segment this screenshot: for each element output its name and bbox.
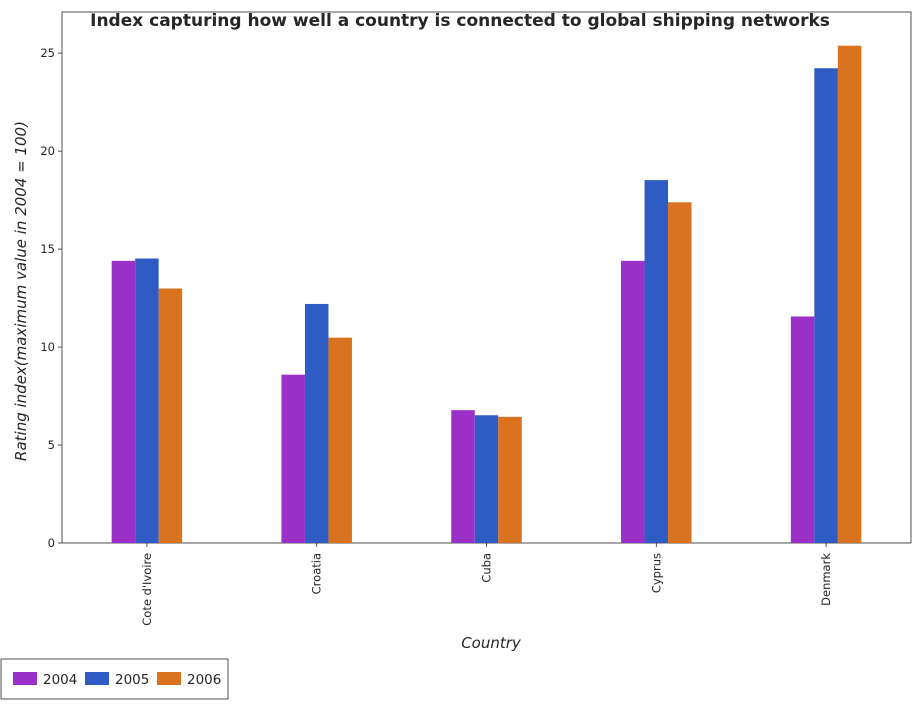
legend-label: 2006 [187, 672, 221, 688]
plot-area: 0 5 10 15 20 25 Cote d'Ivoire Croatia Cuba Cyprus… [40, 11, 912, 626]
y-tick-label: 10 [40, 340, 55, 354]
x-tick-label: Cuba [480, 553, 494, 583]
x-tick-label: Cyprus [649, 553, 663, 593]
bar-2006 [158, 288, 183, 543]
bar-2004 [111, 260, 136, 543]
bar-2005 [644, 180, 669, 543]
x-tick-label: Cote d'Ivoire [140, 553, 154, 626]
bar-2006 [668, 202, 692, 543]
legend-swatch [85, 672, 109, 685]
bar-2005 [304, 303, 329, 543]
y-tick-label: 0 [48, 536, 55, 550]
y-axis-label: Rating index(maximum value in 2004 = 100… [12, 121, 30, 461]
y-tick-label: 15 [40, 242, 55, 256]
bar-2005 [474, 415, 499, 543]
y-tick-label: 20 [40, 144, 55, 158]
bar-2004 [621, 260, 645, 543]
legend-label: 2005 [115, 672, 149, 688]
y-tick-label: 5 [48, 438, 55, 452]
bar-2005 [814, 68, 838, 544]
bar-2006 [498, 416, 522, 543]
bar-2004 [790, 316, 815, 543]
x-tick-label: Croatia [310, 553, 324, 594]
y-tick-label: 25 [40, 46, 55, 60]
x-tick-label: Denmark [819, 553, 833, 606]
legend-swatch [157, 672, 181, 685]
bar-2006 [837, 45, 862, 543]
legend-label: 2004 [43, 672, 77, 688]
legend: 2004 2005 2006 [0, 658, 229, 700]
legend-swatch [13, 672, 37, 685]
bar-2004 [281, 374, 305, 543]
x-axis-label: Country [461, 634, 522, 652]
legend-box [0, 658, 229, 700]
bar-2005 [135, 258, 159, 543]
bar-2004 [451, 410, 475, 543]
bar-2006 [328, 337, 352, 543]
chart-title: Index capturing how well a country is co… [90, 11, 830, 31]
